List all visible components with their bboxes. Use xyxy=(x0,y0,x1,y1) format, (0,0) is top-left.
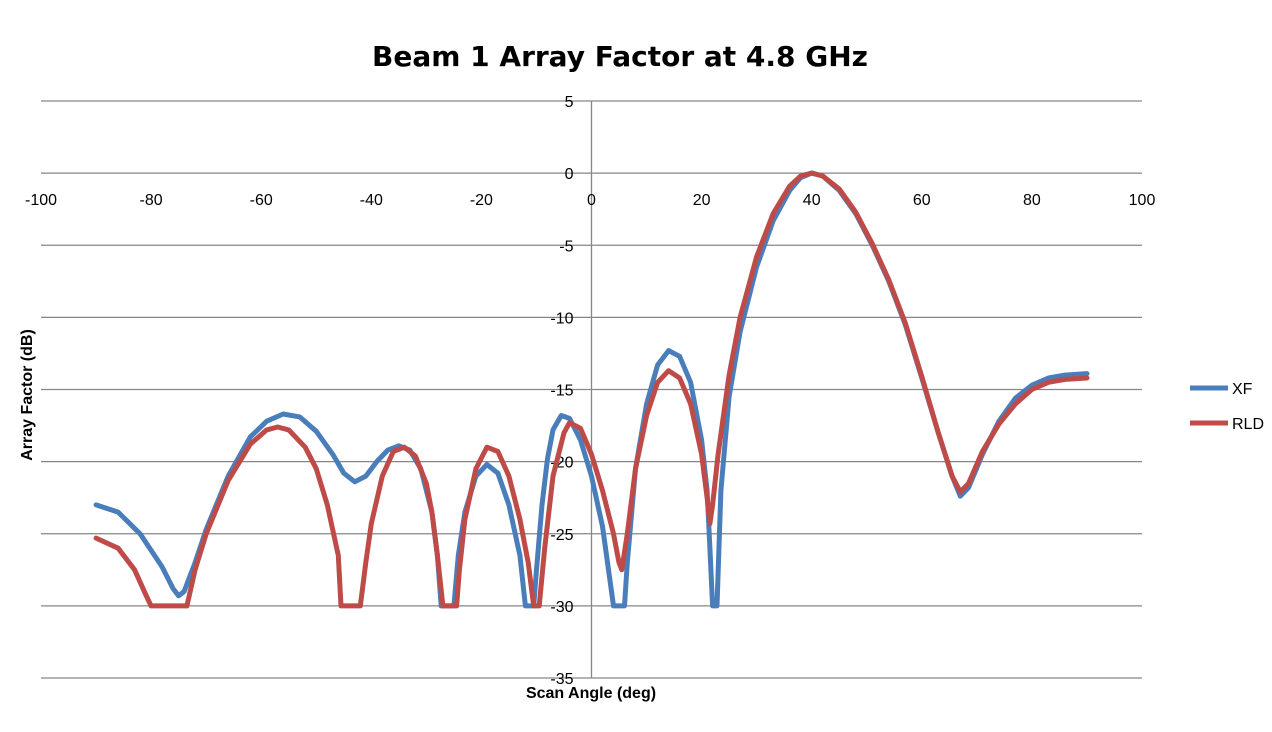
legend-label-rld: RLD xyxy=(1232,416,1264,433)
y-tick-label-4: -15 xyxy=(550,383,573,400)
x-axis-label: Scan Angle (deg) xyxy=(526,685,656,702)
y-tick-label-1: 0 xyxy=(565,166,574,183)
y-tick-label-6: -25 xyxy=(550,527,573,544)
x-tick-label-10: 100 xyxy=(1129,192,1156,209)
x-tick-label-1: -80 xyxy=(140,192,163,209)
tick-labels: -100 -80 -60 -40 -20 0 20 40 60 80 100 5 0 -5 -10 -15 -2… xyxy=(25,94,1155,688)
y-tick-label-0: 5 xyxy=(565,94,574,111)
x-tick-label-6: 20 xyxy=(693,192,711,209)
legend: XF RLD xyxy=(1190,381,1264,433)
x-tick-label-4: -20 xyxy=(470,192,493,209)
y-tick-label-2: -5 xyxy=(559,238,573,255)
y-tick-label-7: -30 xyxy=(550,599,573,616)
x-tick-label-8: 60 xyxy=(913,192,931,209)
x-tick-label-5: 0 xyxy=(587,192,596,209)
series-lines xyxy=(93,170,1090,609)
chart-title: Beam 1 Array Factor at 4.8 GHz xyxy=(372,40,868,73)
legend-label-xf: XF xyxy=(1232,381,1253,398)
y-tick-label-8: -35 xyxy=(550,671,573,688)
y-tick-label-3: -10 xyxy=(550,310,573,327)
x-tick-label-2: -60 xyxy=(250,192,273,209)
x-tick-label-9: 80 xyxy=(1023,192,1041,209)
x-tick-label-7: 40 xyxy=(803,192,821,209)
y-axis-label: Array Factor (dB) xyxy=(19,329,36,461)
x-tick-label-3: -40 xyxy=(360,192,383,209)
series-line-rld xyxy=(93,170,1090,609)
x-tick-label-0: -100 xyxy=(25,192,57,209)
axes xyxy=(41,101,1142,678)
